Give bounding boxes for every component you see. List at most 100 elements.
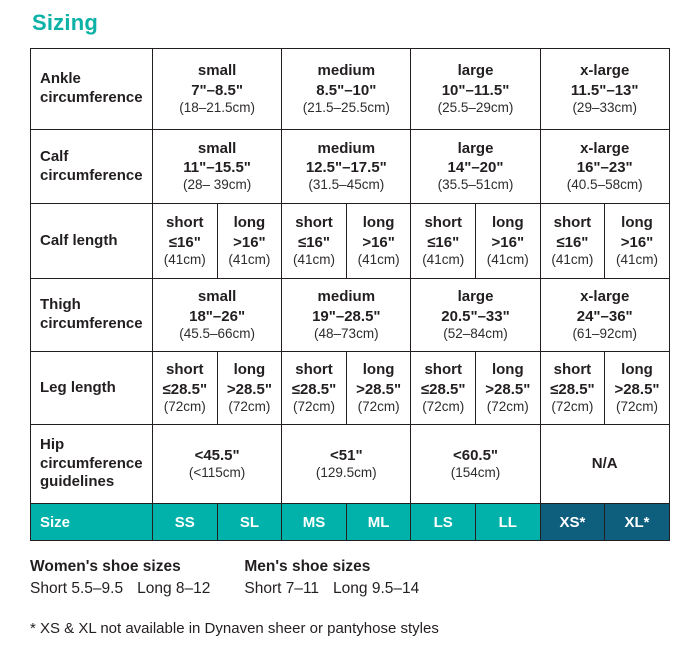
cell-calfl-ss: short ≤16" (41cm) <box>152 203 218 279</box>
cell-calfl-xl: long >16" (41cm) <box>604 203 670 279</box>
sizing-table: Ankle circumference small 7"–8.5" (18–21… <box>30 48 670 541</box>
metric-range: (29–33cm) <box>572 99 637 115</box>
imperial-range: 24"–36" <box>576 307 633 325</box>
size-code-xl: XL* <box>604 503 670 541</box>
length-variant: short <box>553 361 592 379</box>
metric-range: (72cm) <box>615 398 658 414</box>
size-tier: large <box>457 288 494 306</box>
metric-range: (21.5–25.5cm) <box>302 99 390 115</box>
metric-range: (41cm) <box>422 251 465 267</box>
metric-range: (41cm) <box>551 251 594 267</box>
womens-short-range: Short 5.5–9.5 <box>30 579 124 597</box>
length-variant: long <box>491 214 524 232</box>
cell-legl-ll: long >28.5" (72cm) <box>475 351 541 425</box>
metric-range: (18–21.5cm) <box>179 99 255 115</box>
cell-legl-xs: short ≤28.5" (72cm) <box>539 351 606 425</box>
imperial-range: >28.5" <box>356 380 402 398</box>
imperial-range: 20.5"–33" <box>441 307 510 325</box>
length-variant: long <box>621 361 653 379</box>
metric-range: (72cm) <box>486 398 529 414</box>
imperial-range: <51" <box>330 446 363 464</box>
size-code-sl: SL <box>216 503 283 541</box>
size-code-ls: LS <box>410 503 476 541</box>
metric-range: (41cm) <box>292 251 335 267</box>
imperial-range: ≤16" <box>168 233 201 251</box>
size-tier: small <box>197 139 237 157</box>
cell-ankle-large: large 10"–11.5" (25.5–29cm) <box>410 48 541 130</box>
cell-calfc-small: small 11"–15.5" (28– 39cm) <box>151 129 283 204</box>
row-label-ankle: Ankle circumference <box>30 48 153 130</box>
imperial-range: >28.5" <box>614 380 660 398</box>
cell-calfl-ms: short ≤16" (41cm) <box>281 203 347 279</box>
row-label-leg-length: Leg length <box>30 351 153 425</box>
metric-range: (52–84cm) <box>443 325 508 341</box>
mens-shoe-title: Men's shoe sizes <box>244 558 371 575</box>
cell-calfl-ml: long >16" (41cm) <box>345 203 412 279</box>
womens-shoe-title: Women's shoe sizes <box>30 558 181 575</box>
size-tier: x-large <box>580 288 630 306</box>
size-code-xs: XS* <box>539 503 606 541</box>
imperial-range: >16" <box>362 233 395 251</box>
imperial-range: ≤28.5" <box>420 380 466 398</box>
length-variant: long <box>491 361 524 379</box>
imperial-range: ≤28.5" <box>550 380 595 398</box>
size-tier: large <box>457 139 494 157</box>
cell-ankle-medium: medium 8.5"–10" (21.5–25.5cm) <box>281 48 412 130</box>
size-tier: large <box>457 62 494 80</box>
metric-range: (45.5–66cm) <box>179 325 255 341</box>
footer: Women's shoe sizes Short 5.5–9.5 Long 8–1… <box>30 557 669 637</box>
imperial-range: ≤16" <box>556 233 589 251</box>
cell-calfl-ll: long >16" (41cm) <box>475 203 541 279</box>
length-variant: short <box>553 214 592 232</box>
length-variant: short <box>295 361 333 379</box>
length-variant: short <box>424 361 462 379</box>
size-tier: medium <box>317 139 376 157</box>
metric-range: (41cm) <box>228 251 271 267</box>
metric-range: (72cm) <box>422 398 465 414</box>
length-variant: long <box>362 214 395 232</box>
cell-thigh-small: small 18"–26" (45.5–66cm) <box>151 278 283 352</box>
imperial-range: <60.5" <box>452 446 499 464</box>
womens-shoe-sizes: Women's shoe sizes Short 5.5–9.5 Long 8–1… <box>30 557 210 600</box>
length-variant: long <box>362 361 395 379</box>
row-label-hip: Hip circumference guidelines <box>30 424 153 504</box>
size-tier: medium <box>317 288 376 306</box>
row-calf-length: Calf length short ≤16" (41cm) long >16" … <box>30 203 670 279</box>
row-thigh-circumference: Thigh circumference small 18"–26" (45.5–… <box>30 278 670 352</box>
length-variant: short <box>166 361 204 379</box>
imperial-range: 7"–8.5" <box>191 81 243 99</box>
imperial-range: 11.5"–13" <box>570 81 639 99</box>
size-tier: x-large <box>580 139 630 157</box>
row-ankle-circumference: Ankle circumference small 7"–8.5" (18–21… <box>30 48 670 130</box>
metric-range: (61–92cm) <box>572 325 637 341</box>
imperial-range: >28.5" <box>485 380 531 398</box>
imperial-range: 8.5"–10" <box>316 81 377 99</box>
metric-range: (48–73cm) <box>314 325 379 341</box>
imperial-range: <45.5" <box>194 446 240 464</box>
imperial-range: 10"–11.5" <box>441 81 510 99</box>
metric-range: (31.5–45cm) <box>308 177 385 193</box>
cell-calfc-xlarge: x-large 16"–23" (40.5–58cm) <box>539 129 670 204</box>
shoe-sizes: Women's shoe sizes Short 5.5–9.5 Long 8–1… <box>30 557 669 600</box>
metric-range: (41cm) <box>486 251 529 267</box>
cell-calfl-sl: long >16" (41cm) <box>216 203 283 279</box>
size-tier: small <box>197 288 237 306</box>
cell-hip-xlarge-na: N/A <box>539 424 670 504</box>
cell-legl-sl: long >28.5" (72cm) <box>216 351 283 425</box>
cell-legl-ml: long >28.5" (72cm) <box>345 351 412 425</box>
cell-thigh-medium: medium 19"–28.5" (48–73cm) <box>281 278 412 352</box>
cell-legl-ls: short ≤28.5" (72cm) <box>410 351 476 425</box>
womens-long-range: Long 8–12 <box>137 579 211 597</box>
cell-calfc-large: large 14"–20" (35.5–51cm) <box>410 129 541 204</box>
cell-legl-ss: short ≤28.5" (72cm) <box>152 351 218 425</box>
imperial-range: 19"–28.5" <box>312 307 381 325</box>
row-label-calf-circumference: Calf circumference <box>30 129 153 204</box>
metric-range: (40.5–58cm) <box>566 177 643 193</box>
metric-range: (154cm) <box>450 465 501 481</box>
imperial-range: ≤28.5" <box>162 380 208 398</box>
imperial-range: 14"–20" <box>447 159 504 177</box>
availability-footnote: * XS & XL not available in Dynaven sheer… <box>30 619 439 637</box>
imperial-range: >16" <box>233 233 266 251</box>
row-label-calf-length: Calf length <box>30 203 153 279</box>
cell-hip-medium: <51" (129.5cm) <box>281 424 412 504</box>
